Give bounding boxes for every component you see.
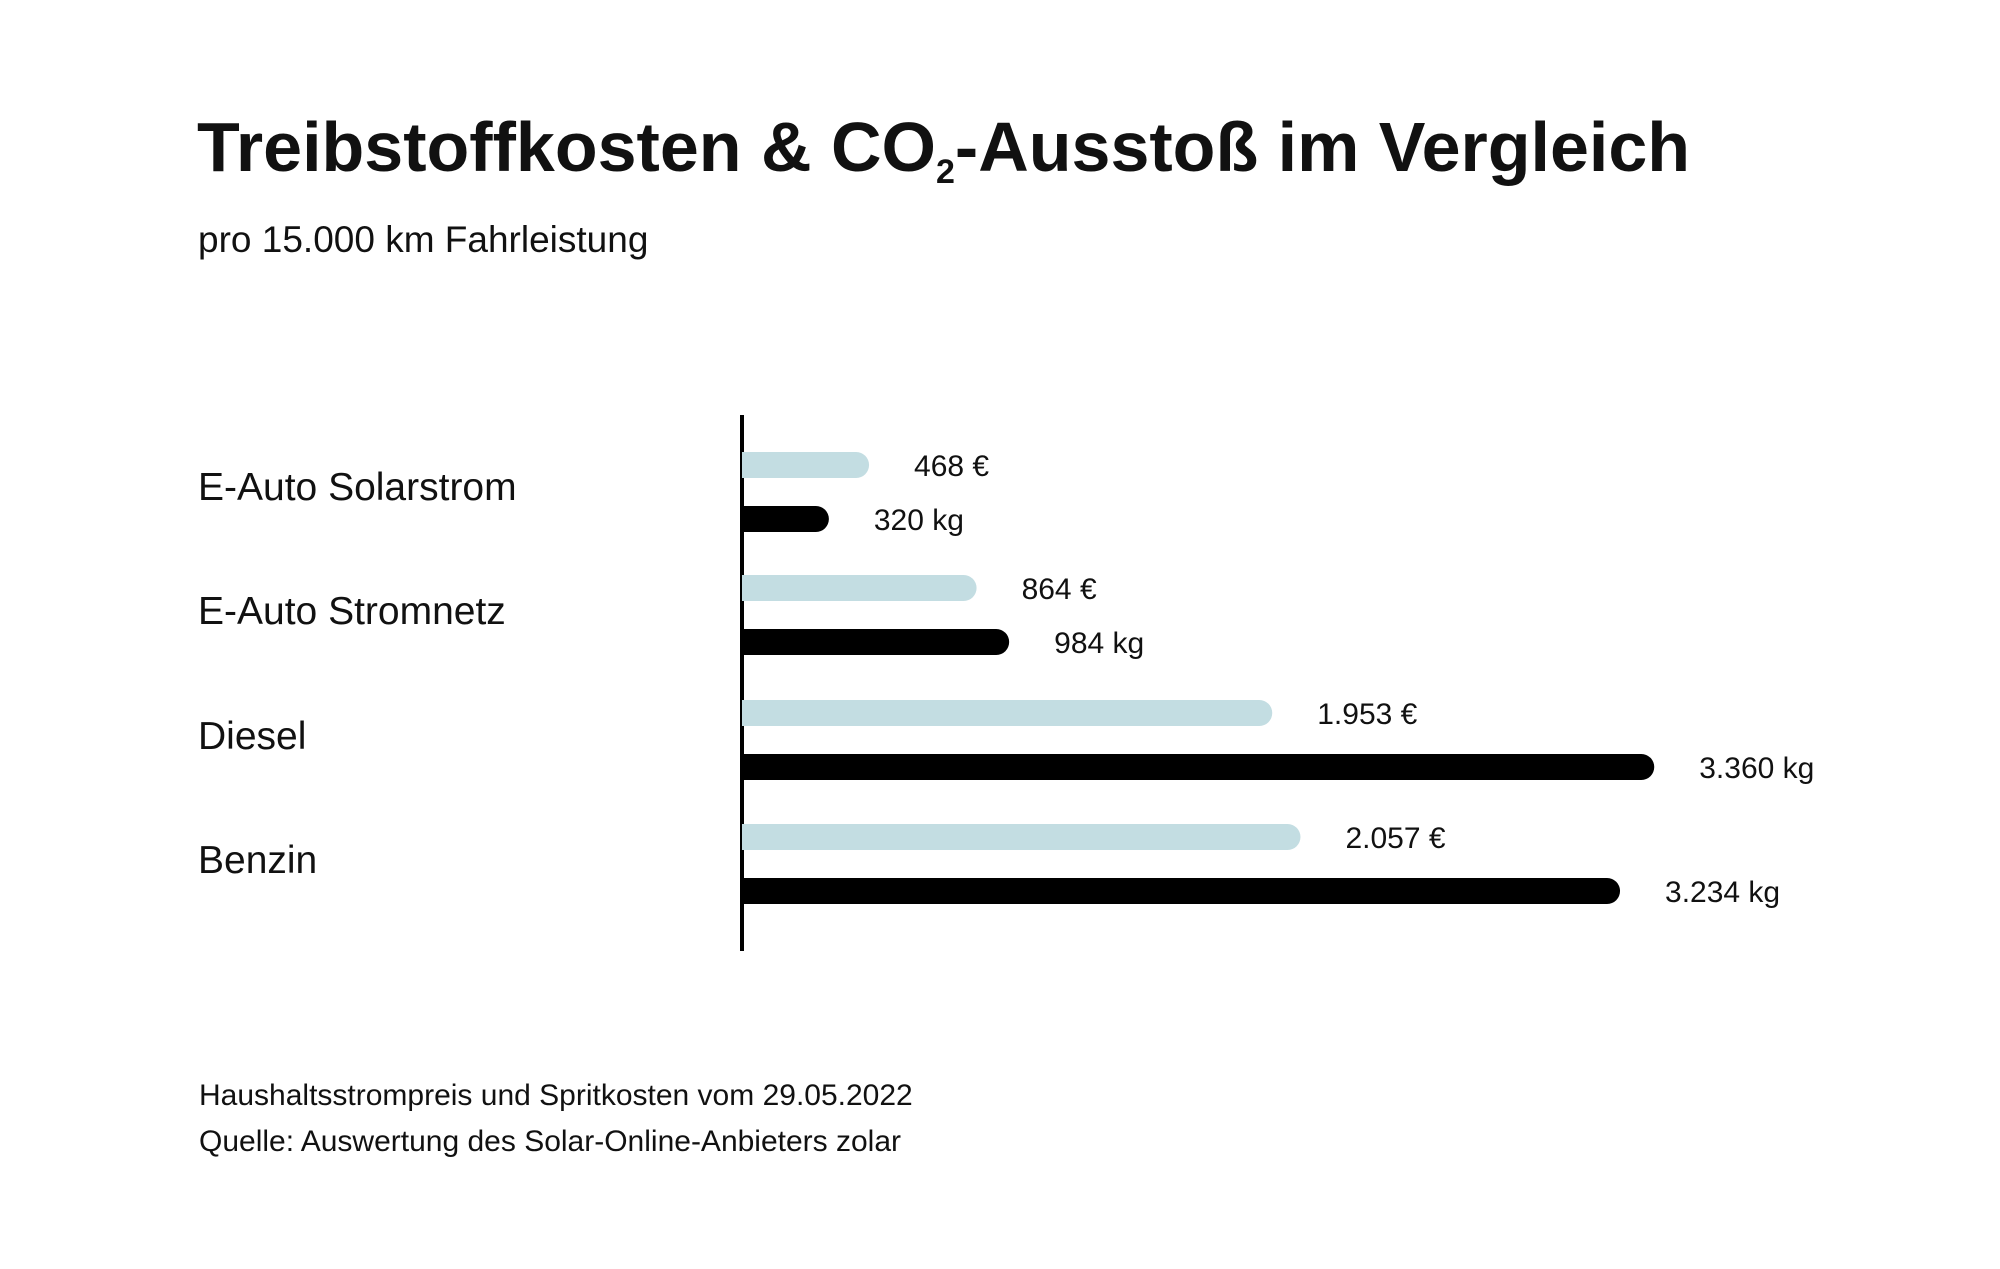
data-label-cost-benzin: 2.057 €	[1345, 822, 1445, 855]
data-label-co2-e-auto-stromnetz: 984 kg	[1054, 627, 1144, 660]
category-label-diesel: Diesel	[198, 715, 307, 758]
bar-cost-benzin	[742, 824, 1301, 850]
category-label-e-auto-solarstrom: E-Auto Solarstrom	[198, 466, 517, 509]
data-label-cost-e-auto-stromnetz: 864 €	[1022, 573, 1097, 606]
bar-cost-diesel	[742, 700, 1273, 726]
chart-subtitle: pro 15.000 km Fahrleistung	[198, 219, 649, 260]
data-label-co2-e-auto-solarstrom: 320 kg	[874, 504, 964, 537]
data-label-co2-benzin: 3.234 kg	[1665, 876, 1780, 909]
bar-cost-e-auto-solarstrom	[742, 452, 870, 478]
chart-title-subscript: 2	[935, 153, 955, 191]
bar-co2-e-auto-stromnetz	[742, 629, 1010, 655]
bar-co2-benzin	[742, 878, 1621, 904]
footnote-date: Haushaltsstrompreis und Spritkosten vom …	[199, 1079, 913, 1112]
category-label-benzin: Benzin	[198, 839, 318, 882]
chart-title-part2: -Ausstoß im Vergleich	[954, 108, 1691, 186]
chart-title-part1: Treibstoffkosten & CO	[197, 108, 936, 186]
bar-co2-diesel	[742, 754, 1655, 780]
data-label-cost-diesel: 1.953 €	[1317, 698, 1417, 731]
chart-title: Treibstoffkosten & CO2-Ausstoß im Vergle…	[197, 112, 1690, 189]
bar-cost-e-auto-stromnetz	[742, 575, 977, 601]
bars-layer: 468 € 864 € 1.953 € 2.057 € 320 kg 984 kg 3.36…	[742, 450, 1814, 909]
bar-co2-e-auto-solarstrom	[742, 506, 829, 532]
data-label-co2-diesel: 3.360 kg	[1699, 752, 1814, 785]
data-label-cost-e-auto-solarstrom: 468 €	[914, 450, 989, 483]
footnote-source: Quelle: Auswertung des Solar-Online-Anbi…	[199, 1125, 902, 1158]
category-label-e-auto-stromnetz: E-Auto Stromnetz	[198, 590, 506, 633]
